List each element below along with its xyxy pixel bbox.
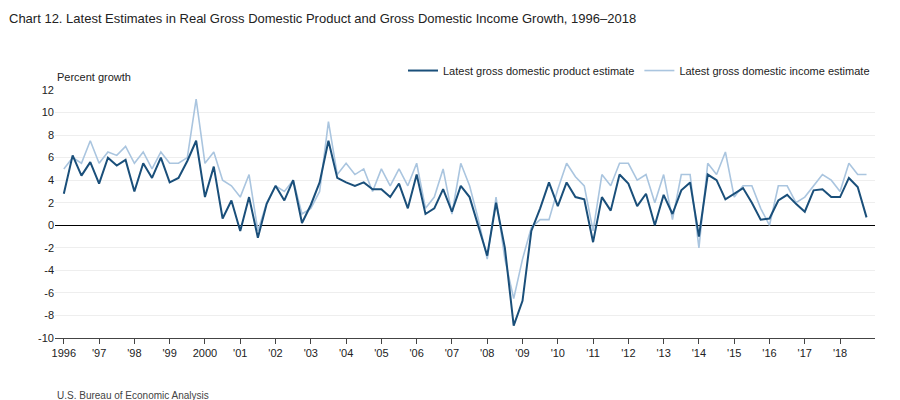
svg-text:'05: '05 xyxy=(374,347,388,359)
svg-text:8: 8 xyxy=(48,129,54,141)
svg-text:'17: '17 xyxy=(798,347,812,359)
svg-text:'06: '06 xyxy=(409,347,423,359)
svg-text:12: 12 xyxy=(42,84,54,96)
svg-text:'09: '09 xyxy=(515,347,529,359)
svg-text:'99: '99 xyxy=(162,347,176,359)
svg-text:'16: '16 xyxy=(762,347,776,359)
svg-text:U.S. Bureau of Economic Analys: U.S. Bureau of Economic Analysis xyxy=(57,390,209,400)
svg-text:Chart 12. Latest Estimates in: Chart 12. Latest Estimates in Real Gross… xyxy=(9,11,636,26)
svg-text:0: 0 xyxy=(48,219,54,231)
svg-text:'11: '11 xyxy=(586,347,600,359)
svg-text:2000: 2000 xyxy=(193,347,217,359)
svg-text:'14: '14 xyxy=(692,347,706,359)
svg-text:Latest gross domestic income e: Latest gross domestic income estimate xyxy=(679,65,869,77)
svg-text:'98: '98 xyxy=(127,347,141,359)
svg-text:'03: '03 xyxy=(304,347,318,359)
svg-text:10: 10 xyxy=(42,106,54,118)
svg-text:'13: '13 xyxy=(656,347,670,359)
svg-text:'07: '07 xyxy=(445,347,459,359)
svg-text:1996: 1996 xyxy=(52,347,76,359)
svg-text:'10: '10 xyxy=(551,347,565,359)
svg-text:'15: '15 xyxy=(727,347,741,359)
svg-text:-4: -4 xyxy=(44,264,54,276)
svg-text:'01: '01 xyxy=(233,347,247,359)
svg-text:'02: '02 xyxy=(268,347,282,359)
svg-text:'08: '08 xyxy=(480,347,494,359)
svg-text:-2: -2 xyxy=(44,242,54,254)
svg-text:'97: '97 xyxy=(92,347,106,359)
svg-text:Latest gross domestic product: Latest gross domestic product estimate xyxy=(443,65,634,77)
svg-text:'18: '18 xyxy=(833,347,847,359)
svg-text:2: 2 xyxy=(48,197,54,209)
svg-text:6: 6 xyxy=(48,151,54,163)
svg-text:-10: -10 xyxy=(38,332,54,344)
svg-text:'12: '12 xyxy=(621,347,635,359)
svg-text:-6: -6 xyxy=(44,287,54,299)
svg-text:Percent growth: Percent growth xyxy=(57,71,131,83)
svg-text:4: 4 xyxy=(48,174,54,186)
svg-text:'04: '04 xyxy=(339,347,353,359)
svg-text:-8: -8 xyxy=(44,309,54,321)
